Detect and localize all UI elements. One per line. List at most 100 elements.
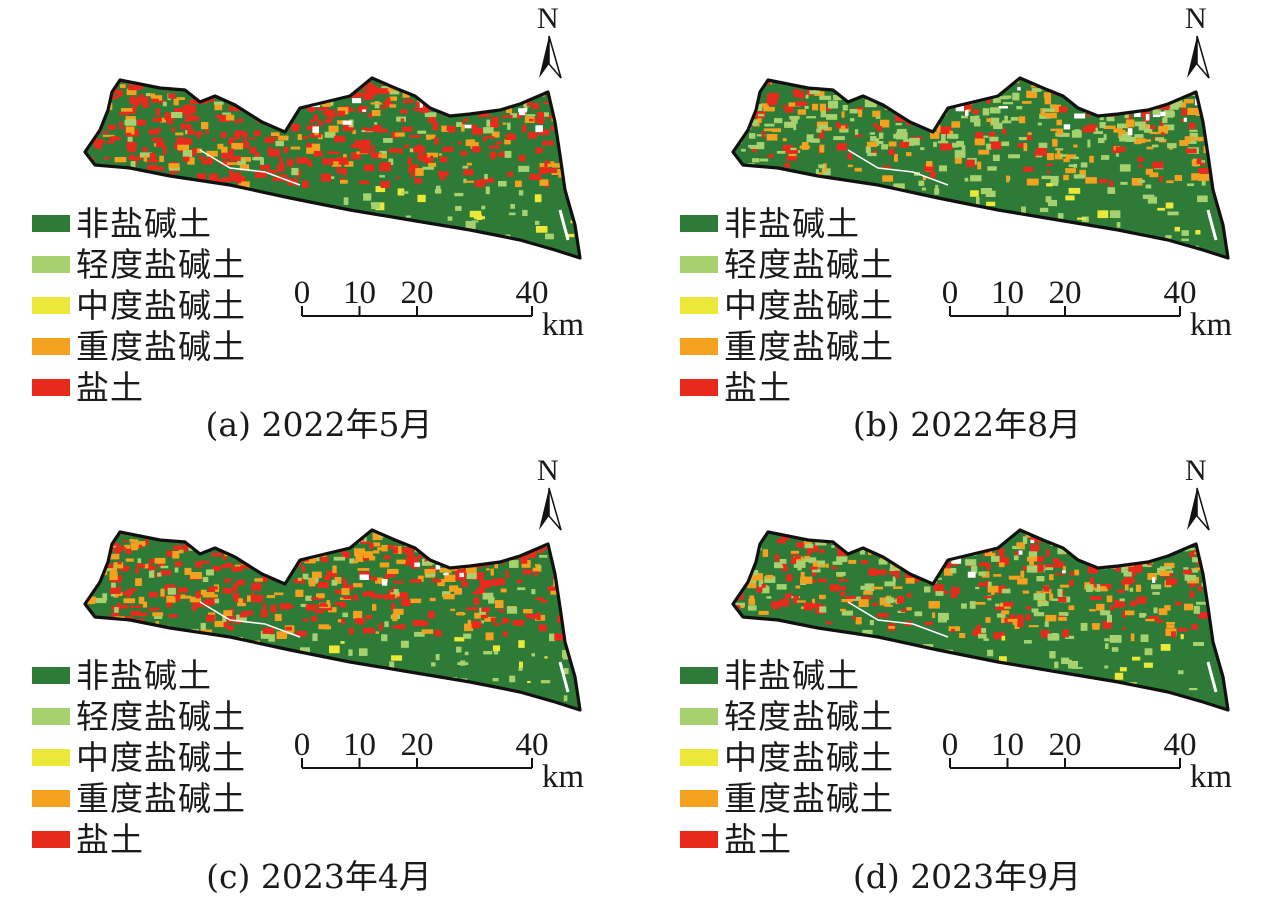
- scale-tick-label: 0: [942, 727, 959, 763]
- scale-tick-label: 10: [991, 727, 1024, 763]
- map-panel-c: N 0 10 20 40 km 非盐碱土 轻度盐碱土 中度盐碱土 重度盐碱土 盐土 (c) 2023年…: [0, 452, 638, 904]
- north-arrow-icon: N: [537, 454, 562, 531]
- legend-item: 盐土: [680, 367, 894, 408]
- legend-swatch: [32, 831, 70, 848]
- scale-tick-label: 0: [942, 275, 959, 311]
- scale-unit: km: [542, 307, 585, 343]
- legend-label: 轻度盐碱土: [724, 245, 894, 284]
- legend-item: 中度盐碱土: [680, 285, 894, 326]
- scale-tick-label: 40: [516, 275, 549, 311]
- legend-swatch: [32, 667, 70, 684]
- legend-label: 重度盐碱土: [724, 779, 894, 818]
- legend-swatch: [680, 831, 718, 848]
- legend-label: 轻度盐碱土: [76, 697, 246, 736]
- scale-tick-label: 40: [1164, 275, 1197, 311]
- legend-label: 中度盐碱土: [724, 738, 894, 777]
- scale-tick-label: 0: [294, 727, 311, 763]
- legend-swatch: [680, 297, 718, 314]
- legend-swatch: [32, 749, 70, 766]
- legend: 非盐碱土 轻度盐碱土 中度盐碱土 重度盐碱土 盐土: [32, 203, 246, 408]
- legend-item: 盐土: [32, 367, 246, 408]
- legend-label: 盐土: [724, 368, 792, 407]
- legend-swatch: [680, 667, 718, 684]
- map-panel-b: N 0 10 20 40 km 非盐碱土 轻度盐碱土 中度盐碱土 重度盐碱土 盐土 (b) 2022年…: [648, 0, 1276, 452]
- legend-label: 盐土: [76, 368, 144, 407]
- scale-tick-label: 20: [401, 275, 434, 311]
- legend-item: 非盐碱土: [32, 203, 246, 244]
- panel-caption: (a) 2022年5月: [205, 405, 433, 444]
- scale-tick-label: 10: [343, 275, 376, 311]
- scale-tick-label: 40: [1164, 727, 1197, 763]
- legend-swatch: [680, 256, 718, 273]
- legend-swatch: [680, 749, 718, 766]
- scale-tick-label: 0: [294, 275, 311, 311]
- north-label: N: [537, 454, 559, 487]
- legend-swatch: [32, 215, 70, 232]
- scale-unit: km: [1190, 307, 1233, 343]
- legend-swatch: [680, 215, 718, 232]
- legend-swatch: [32, 708, 70, 725]
- legend-item: 非盐碱土: [680, 655, 894, 696]
- legend-item: 盐土: [32, 819, 246, 860]
- legend-swatch: [32, 790, 70, 807]
- panel-caption: (c) 2023年4月: [206, 857, 432, 896]
- legend-label: 轻度盐碱土: [724, 697, 894, 736]
- scale-tick-label: 20: [401, 727, 434, 763]
- legend-label: 非盐碱土: [76, 204, 212, 243]
- legend-label: 重度盐碱土: [724, 327, 894, 366]
- legend-label: 中度盐碱土: [76, 738, 246, 777]
- legend-label: 中度盐碱土: [76, 286, 246, 325]
- legend-item: 非盐碱土: [680, 203, 894, 244]
- legend: 非盐碱土 轻度盐碱土 中度盐碱土 重度盐碱土 盐土: [680, 203, 894, 408]
- legend-item: 重度盐碱土: [32, 326, 246, 367]
- legend-label: 重度盐碱土: [76, 779, 246, 818]
- scale-unit: km: [542, 759, 585, 795]
- legend-item: 中度盐碱土: [32, 285, 246, 326]
- panel-caption: (b) 2022年8月: [852, 405, 1082, 444]
- legend-item: 轻度盐碱土: [32, 244, 246, 285]
- legend-item: 盐土: [680, 819, 894, 860]
- north-label: N: [537, 2, 559, 35]
- legend-label: 盐土: [724, 820, 792, 859]
- legend-label: 非盐碱土: [724, 204, 860, 243]
- scale-tick-label: 20: [1049, 275, 1082, 311]
- legend-label: 盐土: [76, 820, 144, 859]
- north-label: N: [1185, 454, 1207, 487]
- north-label: N: [1185, 2, 1207, 35]
- legend: 非盐碱土 轻度盐碱土 中度盐碱土 重度盐碱土 盐土: [680, 655, 894, 860]
- legend-swatch: [32, 297, 70, 314]
- legend-swatch: [680, 338, 718, 355]
- legend-item: 轻度盐碱土: [680, 696, 894, 737]
- scale-unit: km: [1190, 759, 1233, 795]
- legend-swatch: [32, 256, 70, 273]
- legend-label: 非盐碱土: [724, 656, 860, 695]
- scale-tick-label: 10: [343, 727, 376, 763]
- legend-item: 重度盐碱土: [680, 778, 894, 819]
- legend-item: 中度盐碱土: [680, 737, 894, 778]
- legend-item: 轻度盐碱土: [32, 696, 246, 737]
- north-arrow-icon: N: [537, 2, 562, 79]
- legend-item: 中度盐碱土: [32, 737, 246, 778]
- legend-label: 非盐碱土: [76, 656, 212, 695]
- north-arrow-icon: N: [1185, 454, 1210, 531]
- scale-tick-label: 20: [1049, 727, 1082, 763]
- legend-label: 中度盐碱土: [724, 286, 894, 325]
- legend-item: 重度盐碱土: [680, 326, 894, 367]
- legend-swatch: [680, 379, 718, 396]
- map-panel-d: N 0 10 20 40 km 非盐碱土 轻度盐碱土 中度盐碱土 重度盐碱土 盐土 (d) 2023年…: [648, 452, 1276, 904]
- scale-tick-label: 10: [991, 275, 1024, 311]
- legend-item: 轻度盐碱土: [680, 244, 894, 285]
- legend-swatch: [32, 379, 70, 396]
- legend-item: 非盐碱土: [32, 655, 246, 696]
- legend-swatch: [680, 790, 718, 807]
- legend-swatch: [680, 708, 718, 725]
- legend: 非盐碱土 轻度盐碱土 中度盐碱土 重度盐碱土 盐土: [32, 655, 246, 860]
